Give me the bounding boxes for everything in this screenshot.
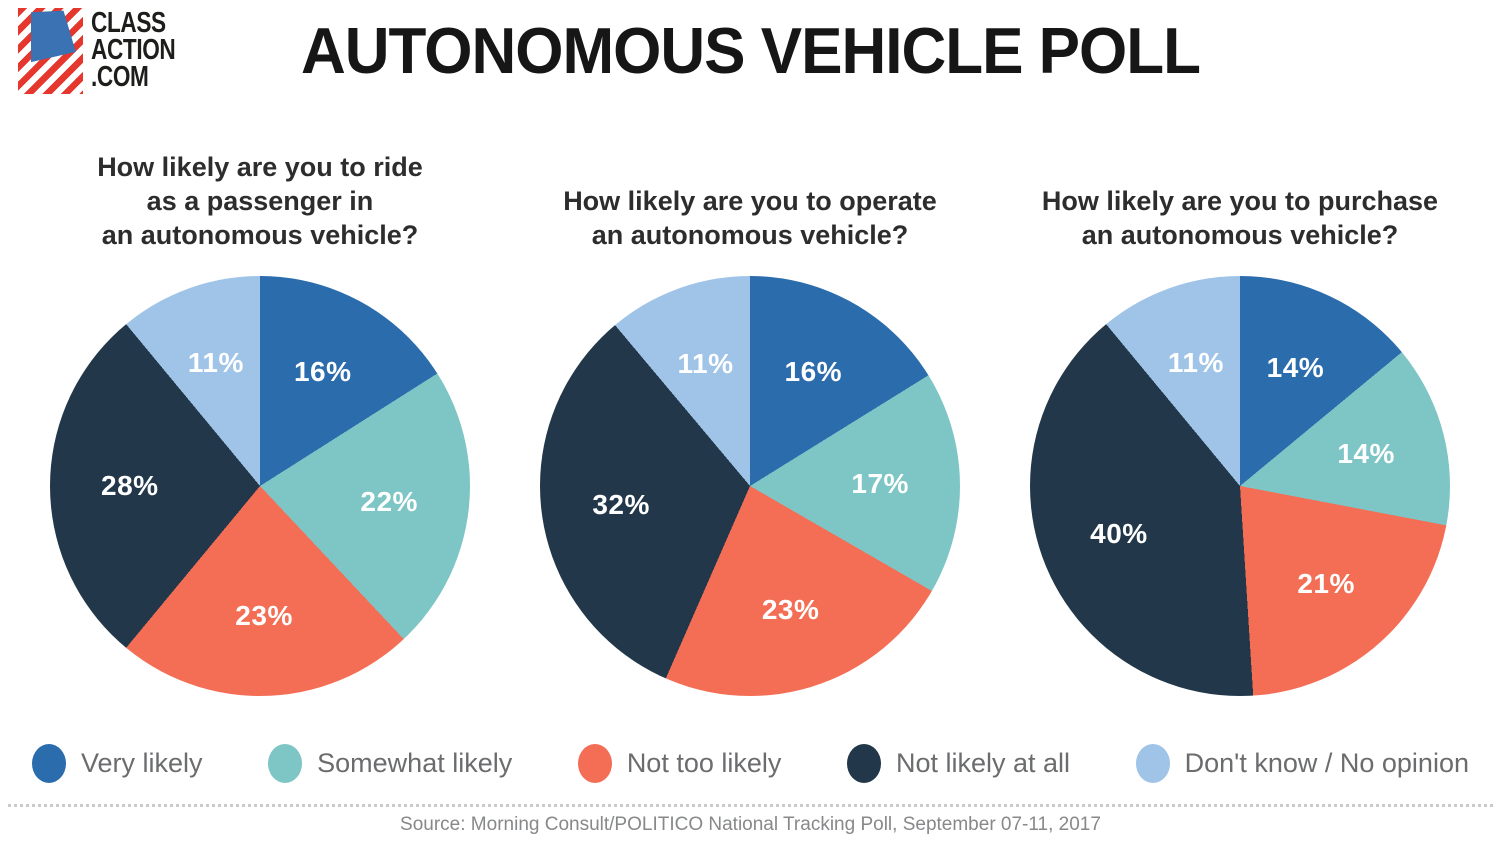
- slice-label: 40%: [1090, 517, 1148, 549]
- legend-label: Not too likely: [626, 748, 782, 778]
- slice-label: 11%: [677, 347, 734, 379]
- legend-item-not-likely-at-all: Not likely at all: [846, 744, 1071, 783]
- source-attribution: Source: Morning Consult/POLITICO Nationa…: [400, 814, 1101, 835]
- chart-ride-passenger: How likely are you to ride as a passenge…: [15, 150, 505, 696]
- dotted-divider: [8, 804, 1493, 807]
- legend-item-dont-know: Don't know / No opinion: [1135, 744, 1469, 783]
- legend-dot-icon: [846, 744, 881, 783]
- slice-label: 32%: [592, 488, 650, 520]
- slice-label: 11%: [1167, 347, 1224, 379]
- legend-label: Somewhat likely: [317, 748, 513, 778]
- classaction-logo: CLASS ACTION .COM: [18, 8, 199, 94]
- chart-operate: How likely are you to operate an autonom…: [505, 150, 995, 696]
- slice-label: 28%: [101, 470, 159, 501]
- legend-label: Not likely at all: [895, 748, 1071, 778]
- slice-label: 14%: [1266, 352, 1325, 384]
- logo-wordmark: CLASS ACTION .COM: [91, 7, 176, 93]
- legend-dot-icon: [268, 744, 303, 783]
- slice-label: 16%: [784, 356, 843, 388]
- page-title: AUTONOMOUS VEHICLE POLL: [300, 15, 1201, 88]
- legend-label: Very likely: [81, 748, 203, 778]
- slice-label: 22%: [360, 486, 418, 518]
- logo-line-com: .COM: [91, 60, 149, 93]
- slice-label: 16%: [293, 355, 352, 387]
- chart-question-ride: How likely are you to ride as a passenge…: [97, 151, 423, 250]
- classaction-flag-icon: [18, 8, 83, 94]
- slice-label: 21%: [1297, 567, 1355, 599]
- slice-label: 23%: [761, 593, 820, 625]
- chart-question-purchase: How likely are you to purchase an autono…: [1041, 185, 1439, 250]
- charts-row: How likely are you to ride as a passenge…: [15, 150, 1485, 696]
- pie-chart-operate: 16% 17% 23% 32% 11%: [540, 276, 960, 696]
- legend-label: Don't know / No opinion: [1184, 748, 1469, 778]
- pie-chart-ride: 16% 22% 23% 28% 11%: [50, 276, 470, 696]
- slice-label: 14%: [1337, 437, 1395, 469]
- legend-item-not-too-likely: Not too likely: [577, 744, 782, 783]
- logo-line-class: CLASS: [91, 7, 166, 39]
- chart-question-operate: How likely are you to operate an autonom…: [563, 185, 937, 250]
- legend-dot-icon: [32, 744, 66, 783]
- logo-line-action: ACTION: [91, 33, 176, 66]
- legend-dot-icon: [1135, 744, 1170, 783]
- pie-chart-purchase: 14% 14% 21% 40% 11%: [1030, 276, 1450, 696]
- legend-dot-icon: [577, 744, 612, 783]
- slice-label: 11%: [187, 347, 244, 379]
- legend-item-somewhat-likely: Somewhat likely: [268, 744, 512, 783]
- slice-label: 23%: [235, 600, 293, 632]
- slice-label: 17%: [851, 467, 909, 499]
- legend: Very likely Somewhat likely Not too like…: [0, 744, 1501, 783]
- chart-purchase: How likely are you to purchase an autono…: [995, 150, 1485, 696]
- legend-item-very-likely: Very likely: [32, 744, 203, 783]
